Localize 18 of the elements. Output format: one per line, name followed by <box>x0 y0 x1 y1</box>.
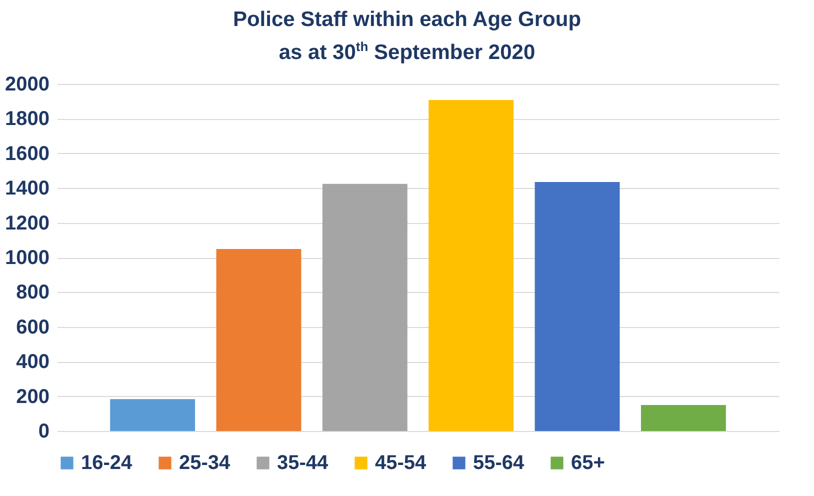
chart-title: Police Staff within each Age Group as at 30$^{th}$ September 2020 <box>232 7 582 66</box>
y-tick-label: 1000 <box>5 247 50 269</box>
y-tick-label: 0 <box>38 420 50 442</box>
y-tick-label: 400 <box>16 351 50 374</box>
legend-label: 45-54 <box>375 452 428 474</box>
y-tick-label: 1800 <box>5 108 50 130</box>
y-tick-label: 1200 <box>5 212 50 234</box>
legend-label: 16-24 <box>81 452 134 474</box>
y-tick-label: 1600 <box>5 142 50 165</box>
legend-label: 55-64 <box>473 452 526 474</box>
y-tick-label: 600 <box>16 316 50 338</box>
legend-label: 35-44 <box>277 452 330 474</box>
y-tick-label: 1400 <box>5 178 50 200</box>
y-tick-label: 800 <box>16 282 50 304</box>
legend-label: 25-34 <box>179 452 232 474</box>
y-tick-label: 2000 <box>5 74 50 96</box>
y-tick-label: 200 <box>16 386 50 408</box>
legend-label: 65+ <box>571 452 605 474</box>
